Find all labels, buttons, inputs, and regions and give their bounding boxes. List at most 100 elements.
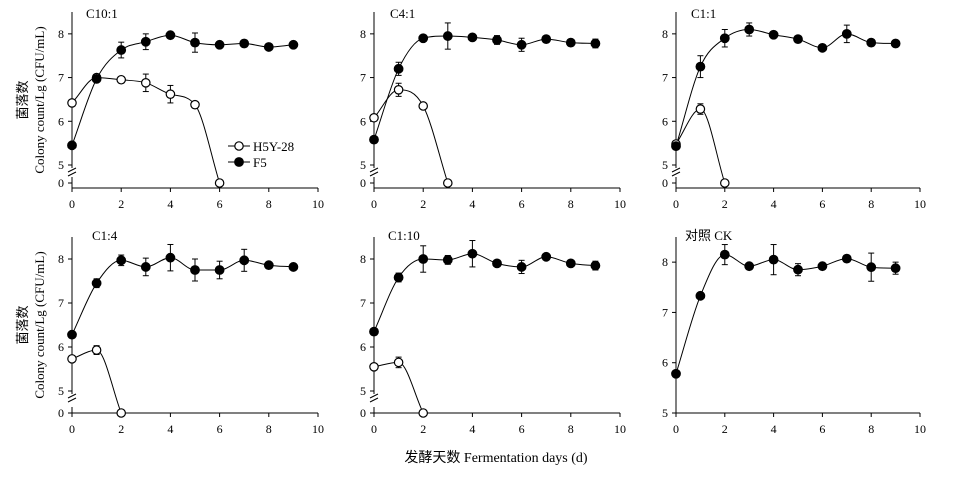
legend-marker-filled [234, 157, 244, 167]
x-tick-label: 2 [722, 422, 728, 436]
x-tick-label: 0 [371, 197, 377, 211]
data-point-f5 [165, 252, 176, 263]
x-tick-label: 10 [312, 422, 324, 436]
data-point-h5y-28 [418, 408, 428, 418]
x-tick-label: 4 [771, 422, 777, 436]
y-tick-label: 5 [662, 406, 668, 420]
data-point-f5 [817, 42, 828, 53]
x-tick-label: 8 [266, 422, 272, 436]
data-point-h5y-28 [116, 74, 126, 85]
y-tick-label: 6 [662, 114, 668, 128]
data-point-f5 [442, 31, 453, 41]
data-point-h5y-28 [190, 99, 200, 110]
x-tick-label: 2 [118, 422, 124, 436]
x-tick-label: 6 [819, 197, 825, 211]
data-point-h5y-28 [116, 408, 126, 418]
data-point-f5 [671, 141, 681, 152]
data-point-f5 [744, 24, 755, 35]
panel-title: C1:4 [92, 228, 118, 243]
y-axis-label-bottom-en: Colony count/Lg (CFU/mL) [32, 251, 47, 398]
legend-label-f5: F5 [253, 155, 267, 170]
series-line-f5 [71, 34, 294, 146]
x-tick-label: 10 [614, 197, 626, 211]
data-point-f5 [492, 35, 502, 45]
data-point-h5y-28 [393, 357, 404, 368]
data-point-f5 [214, 39, 225, 50]
y-axis-label-en: Colony count/Lg (CFU/mL) [32, 251, 47, 398]
series-line-f5 [373, 253, 596, 332]
panel-c4-1: 0 5 6 7 8 0 2 4 6 8 10 C4:1 [360, 6, 626, 211]
panel-title: 对照 CK [685, 228, 733, 243]
x-tick-label: 4 [167, 422, 173, 436]
data-point-f5 [565, 258, 576, 269]
series-line-f5 [675, 28, 896, 147]
data-point-f5 [116, 45, 127, 55]
data-point-f5 [744, 261, 755, 272]
y-tick-label: 7 [58, 71, 64, 85]
data-point-f5 [67, 140, 77, 151]
data-point-h5y-28 [719, 178, 730, 188]
data-point-f5 [768, 29, 779, 40]
data-point-f5 [866, 37, 877, 48]
x-tick-label: 8 [266, 197, 272, 211]
y-tick-label: 0 [360, 406, 366, 420]
data-point-f5 [442, 254, 453, 265]
y-tick-label: 5 [360, 384, 366, 398]
data-point-f5 [239, 38, 250, 49]
data-point-f5 [793, 34, 803, 45]
data-point-h5y-28 [369, 112, 379, 123]
y-tick-label: 5 [360, 158, 366, 172]
data-point-h5y-28 [165, 89, 176, 99]
x-tick-label: 6 [819, 422, 825, 436]
x-axis-label: 发酵天数 Fermentation days (d) [404, 450, 587, 466]
x-tick-label: 8 [568, 422, 574, 436]
data-point-f5 [393, 272, 404, 283]
x-tick-label: 6 [217, 197, 223, 211]
y-axis-label-cn: 菌落数 [15, 80, 30, 119]
y-axis-label-top-en: Colony count/Lg (CFU/mL) [32, 26, 47, 173]
data-point-h5y-28 [393, 85, 404, 95]
panel-ck: 5 6 7 8 0 2 4 6 8 10 对照 CK [662, 228, 926, 436]
data-point-f5 [541, 34, 552, 45]
data-point-f5 [263, 42, 274, 52]
data-point-f5 [418, 33, 429, 44]
data-point-f5 [890, 38, 901, 49]
panel-title: C1:10 [388, 228, 420, 243]
series-line-h5y-28 [71, 77, 221, 184]
data-point-h5y-28 [418, 101, 428, 111]
y-tick-label: 8 [662, 27, 668, 41]
data-point-f5 [190, 37, 200, 48]
y-tick-label: 5 [58, 384, 64, 398]
series-line-h5y-28 [71, 349, 122, 414]
data-point-f5 [467, 248, 478, 259]
x-tick-label: 10 [614, 422, 626, 436]
y-tick-label: 6 [360, 340, 366, 354]
data-point-f5 [516, 39, 527, 50]
data-point-f5 [793, 264, 803, 275]
y-tick-label: 8 [360, 252, 366, 266]
legend-item-h5y28: H5Y-28 [228, 139, 294, 154]
x-tick-label: 4 [469, 197, 475, 211]
data-point-f5 [719, 33, 730, 44]
data-point-f5 [516, 262, 527, 272]
panel-c1-4: 0 5 6 7 8 0 2 4 6 8 10 C1:4 [58, 228, 324, 436]
axis-break-mark [67, 167, 77, 177]
y-tick-label: 8 [662, 255, 668, 269]
y-tick-label: 0 [360, 176, 366, 190]
data-point-f5 [719, 249, 730, 260]
y-tick-label: 5 [662, 158, 668, 172]
data-point-h5y-28 [695, 104, 706, 114]
x-tick-label: 0 [673, 422, 679, 436]
data-point-f5 [140, 262, 151, 272]
y-tick-label: 0 [58, 176, 64, 190]
x-tick-label: 6 [519, 422, 525, 436]
axis-break-mark [369, 167, 379, 177]
data-point-f5 [565, 37, 576, 48]
y-tick-label: 6 [58, 340, 64, 354]
panel-c10-1: 0 5 6 7 8 0 2 4 6 8 10 C10:1 [58, 6, 324, 211]
x-tick-label: 8 [868, 422, 874, 436]
x-tick-label: 4 [469, 422, 475, 436]
data-point-f5 [541, 251, 552, 262]
data-point-f5 [288, 39, 299, 50]
